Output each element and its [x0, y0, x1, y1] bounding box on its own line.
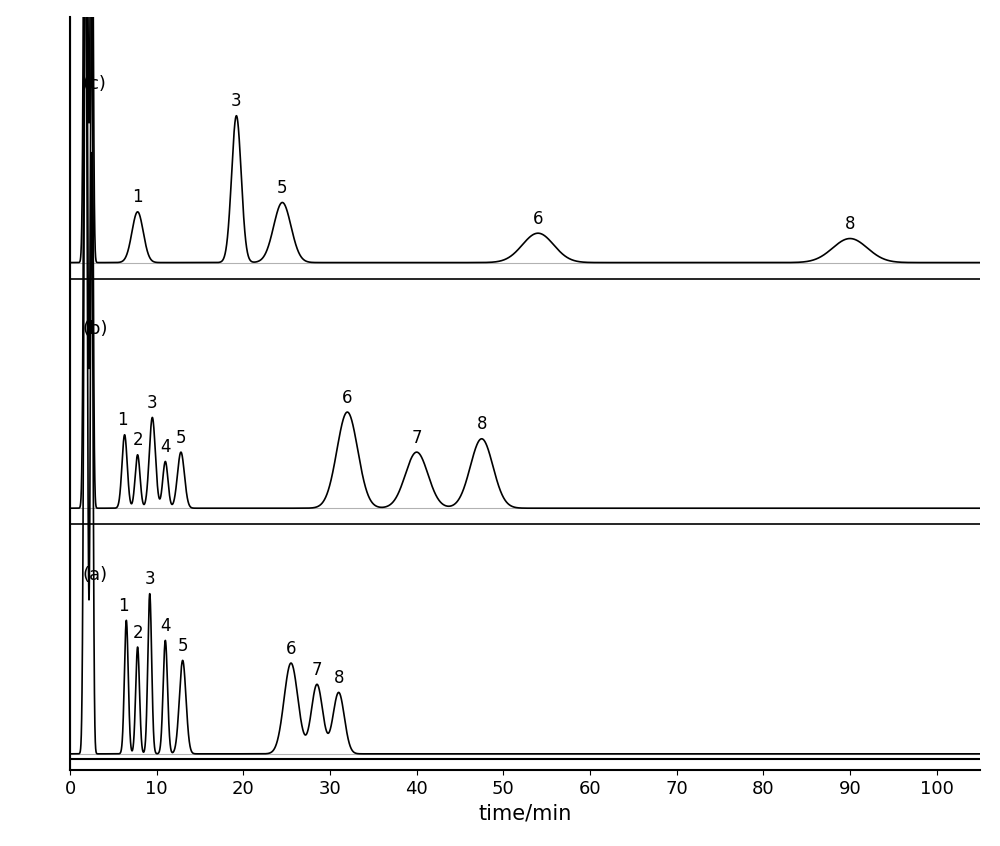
Text: 1: 1 — [117, 411, 127, 430]
Text: 5: 5 — [277, 179, 288, 197]
Text: (c): (c) — [83, 74, 107, 92]
Text: 8: 8 — [333, 669, 344, 687]
Text: 6: 6 — [286, 640, 296, 657]
Text: 6: 6 — [342, 389, 353, 407]
X-axis label: time/min: time/min — [478, 803, 572, 823]
Text: 4: 4 — [160, 438, 171, 456]
Text: 2: 2 — [132, 624, 143, 642]
Text: 3: 3 — [144, 570, 155, 588]
Text: 3: 3 — [231, 92, 242, 110]
Text: 4: 4 — [160, 617, 171, 635]
Text: 5: 5 — [177, 637, 188, 655]
Text: 7: 7 — [312, 661, 322, 679]
Text: 2: 2 — [132, 431, 143, 449]
Text: 8: 8 — [476, 415, 487, 433]
Text: 1: 1 — [132, 189, 143, 206]
Text: 5: 5 — [176, 429, 186, 447]
Text: 8: 8 — [845, 215, 855, 233]
Text: 3: 3 — [147, 394, 158, 412]
Text: (a): (a) — [83, 566, 108, 584]
Text: (b): (b) — [83, 321, 108, 338]
Text: 1: 1 — [118, 597, 129, 615]
Text: 6: 6 — [533, 210, 543, 228]
Text: 7: 7 — [411, 429, 422, 447]
